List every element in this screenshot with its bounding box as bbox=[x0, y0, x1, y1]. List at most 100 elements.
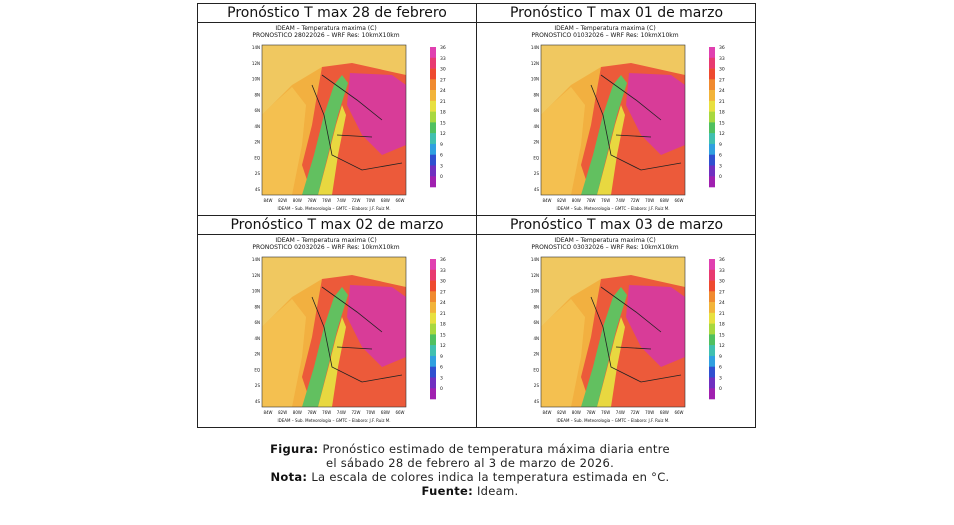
colorbar-label: 18 bbox=[719, 322, 725, 328]
lon-label: 82W bbox=[278, 198, 287, 203]
colorbar-swatch bbox=[709, 388, 715, 400]
lat-label: 8N bbox=[533, 92, 539, 97]
map-header: PRONOSTICO 01032026 – WRF Res: 10kmX10km bbox=[531, 32, 678, 39]
colorbar-swatch bbox=[709, 165, 715, 177]
colorbar-label: 15 bbox=[719, 332, 725, 338]
colorbar-swatch bbox=[430, 47, 436, 59]
colorbar-swatch bbox=[430, 323, 436, 335]
colorbar-swatch bbox=[430, 269, 436, 281]
map-plot bbox=[261, 44, 407, 196]
colorbar-label: 3 bbox=[719, 375, 722, 381]
caribbean bbox=[262, 45, 406, 115]
map-panel: Pronóstico T max 03 de marzo IDEAM – Temp… bbox=[477, 216, 756, 428]
map-plot bbox=[261, 256, 407, 408]
map-footer: IDEAM – Sub. Meteorologia – GMTC – Elabo… bbox=[556, 418, 669, 423]
slopes bbox=[318, 317, 346, 407]
colorbar-swatch bbox=[430, 90, 436, 102]
slopes bbox=[597, 105, 625, 195]
lat-label: 2S bbox=[255, 383, 261, 388]
hot-zone bbox=[626, 285, 685, 367]
colorbar-label: 18 bbox=[440, 110, 446, 116]
lon-label: 78W bbox=[586, 410, 595, 415]
figure-grid: Pronóstico T max 28 de febrero IDEAM – Te… bbox=[197, 3, 756, 428]
colorbar-label: 15 bbox=[719, 120, 725, 126]
colorbar-swatch bbox=[430, 388, 436, 400]
colorbar-label: 30 bbox=[440, 279, 446, 285]
lat-label: 6N bbox=[254, 320, 260, 325]
colorbar-swatch bbox=[430, 154, 436, 166]
lon-label: 82W bbox=[557, 198, 566, 203]
lon-label: 70W bbox=[645, 198, 654, 203]
pacific bbox=[541, 87, 585, 195]
plot-frame bbox=[540, 44, 686, 196]
andes bbox=[302, 287, 348, 407]
lat-label: 14N bbox=[531, 45, 539, 50]
colorbar-swatch bbox=[709, 100, 715, 112]
colorbar-label: 21 bbox=[719, 311, 725, 317]
lon-label: 74W bbox=[337, 198, 346, 203]
map: IDEAM – Temperatura maxima (C)PRONOSTICO… bbox=[252, 237, 446, 423]
map-header: IDEAM – Temperatura maxima (C) bbox=[275, 237, 376, 244]
colorbar-label: 36 bbox=[719, 45, 725, 51]
lat-label: 2N bbox=[254, 352, 260, 357]
map-header: IDEAM – Temperatura maxima (C) bbox=[275, 25, 376, 32]
map-footer: IDEAM – Sub. Meteorologia – GMTC – Elabo… bbox=[277, 418, 390, 423]
map-header: PRONOSTICO 03032026 – WRF Res: 10kmX10km bbox=[531, 244, 678, 251]
plot-frame bbox=[261, 44, 407, 196]
colorbar-label: 9 bbox=[719, 354, 722, 360]
colorbar-swatch bbox=[430, 100, 436, 112]
lat-label: 4N bbox=[254, 124, 260, 129]
pacific bbox=[262, 87, 306, 195]
colorbar-label: 21 bbox=[440, 99, 446, 105]
colorbar-swatch bbox=[430, 79, 436, 91]
colorbar-label: 18 bbox=[440, 322, 446, 328]
lat-label: 2S bbox=[534, 171, 540, 176]
andes bbox=[581, 287, 627, 407]
colorbar-label: 33 bbox=[719, 56, 725, 62]
lon-label: 74W bbox=[337, 410, 346, 415]
colorbar-label: 12 bbox=[719, 343, 725, 349]
colorbar-swatch bbox=[430, 143, 436, 155]
lat-label: 6N bbox=[533, 108, 539, 113]
map-plot bbox=[540, 256, 686, 408]
lon-label: 70W bbox=[366, 198, 375, 203]
colorbar-label: 6 bbox=[719, 365, 722, 371]
borders bbox=[590, 286, 682, 383]
colorbar-label: 3 bbox=[719, 163, 722, 169]
lon-label: 68W bbox=[660, 410, 669, 415]
colorbar-swatch bbox=[430, 291, 436, 303]
lat-label: 14N bbox=[252, 257, 260, 262]
map: IDEAM – Temperatura maxima (C)PRONOSTICO… bbox=[531, 237, 725, 423]
colorbar-label: 33 bbox=[440, 268, 446, 274]
lat-label: 4N bbox=[533, 124, 539, 129]
lat-label: 12N bbox=[531, 273, 539, 278]
colorbar-swatch bbox=[430, 345, 436, 357]
lon-label: 72W bbox=[630, 198, 639, 203]
colorbar-swatch bbox=[709, 47, 715, 59]
colorbar-label: 24 bbox=[719, 88, 725, 94]
colorbar-label: 30 bbox=[719, 279, 725, 285]
lat-label: 4S bbox=[534, 399, 540, 404]
lat-label: EQ bbox=[533, 367, 539, 372]
lat-label: 12N bbox=[252, 273, 260, 278]
lat-label: 8N bbox=[254, 304, 260, 309]
colorbar-label: 36 bbox=[719, 257, 725, 263]
lat-label: 4S bbox=[255, 187, 261, 192]
panel-title: Pronóstico T max 01 de marzo bbox=[477, 4, 756, 23]
colorbar-label: 18 bbox=[719, 110, 725, 116]
lat-label: 12N bbox=[531, 61, 539, 66]
colorbar-label: 24 bbox=[719, 300, 725, 306]
colorbar-swatch bbox=[709, 133, 715, 145]
colorbar-swatch bbox=[430, 176, 436, 188]
lon-label: 68W bbox=[381, 198, 390, 203]
lat-label: 2N bbox=[254, 140, 260, 145]
colorbar-swatch bbox=[430, 312, 436, 324]
colorbar-label: 24 bbox=[440, 88, 446, 94]
colorbar-label: 6 bbox=[719, 153, 722, 159]
colorbar-label: 30 bbox=[719, 67, 725, 73]
lon-label: 80W bbox=[293, 410, 302, 415]
colorbar-label: 0 bbox=[440, 386, 443, 392]
lon-label: 66W bbox=[674, 410, 683, 415]
colorbar-swatch bbox=[430, 57, 436, 69]
